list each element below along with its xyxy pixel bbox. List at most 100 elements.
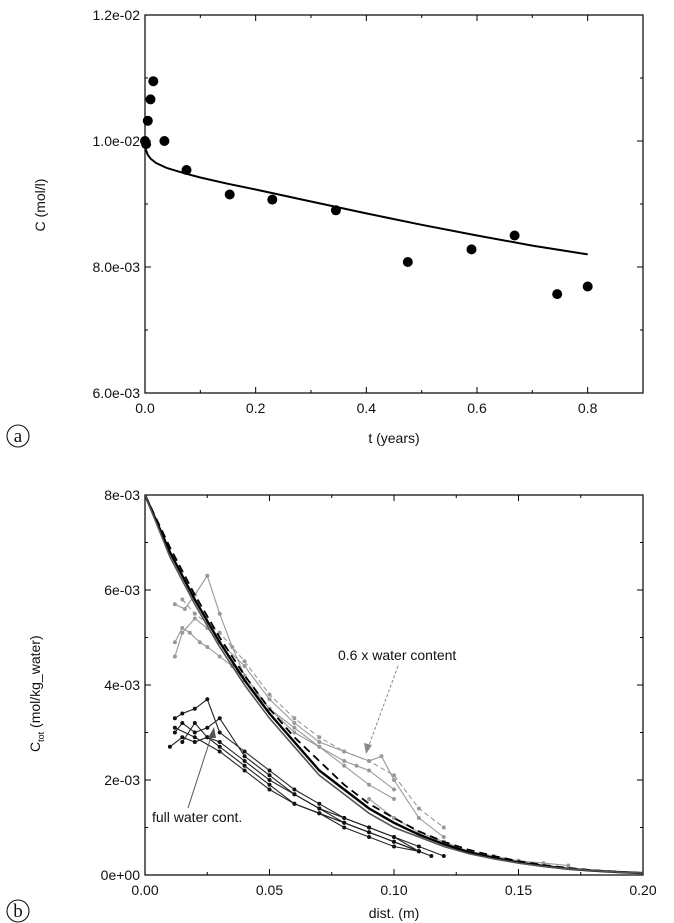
data-marker [292,792,297,797]
panel-b-chart: 0.00 0.05 0.10 0.15 0.20 0e+00 2e-03 4e-03 6e-03… [6,487,657,923]
y-tick-label: 4e-03 [104,677,140,693]
data-marker [242,754,247,759]
data-gray-dashed-line [181,599,445,828]
panel-a-ticks: 0.0 0.2 0.4 0.6 0.8 6.0e-03 8.0e-03 1.0e-02 1.2e… [93,7,644,416]
data-marker [217,730,222,735]
data-marker [292,716,297,721]
data-marker [267,773,272,778]
model-dashed-line [144,494,644,874]
data-marker [392,839,396,844]
y-tick-label: 0e+00 [101,867,141,883]
data-marker [205,735,210,740]
data-marker [441,854,446,858]
annotation-full-water: full water cont. [152,809,242,825]
data-marker [167,744,172,749]
annotation-reduced-water: 0.6 x water content [338,647,456,663]
y-tick-label: 1.2e-02 [93,7,141,23]
data-marker [342,763,347,768]
data-marker [180,597,185,602]
data-marker [392,787,396,792]
data-marker [317,735,322,740]
y-tick-label: 8e-03 [104,487,140,503]
x-tick-label: 0.00 [131,882,158,898]
x-tick-label: 0.4 [357,400,377,416]
y-tick-label: 2e-03 [104,772,140,788]
data-marker [197,640,202,645]
data-marker [217,740,222,744]
data-marker [566,863,571,868]
data-marker [242,659,247,664]
data-marker [172,602,177,607]
data-marker [192,740,197,744]
panel-b-label: b [13,901,23,922]
data-marker [267,692,272,697]
data-marker [172,654,177,659]
data-marker [392,835,396,839]
data-marker [205,573,210,578]
data-marker [217,611,222,616]
panel-a-label-circle [6,424,30,448]
data-marker [342,759,347,763]
data-marker [205,725,210,730]
data-marker [217,744,222,749]
data-point [159,136,170,146]
data-marker [267,697,272,702]
data-marker [267,782,272,787]
panel-b-x-axis-label: dist. (m) [369,905,420,921]
panel-b-ticks: 0.00 0.05 0.10 0.15 0.20 0e+00 2e-03 4e-03 6e-03… [101,487,657,898]
data-marker [242,768,247,773]
data-marker [180,735,185,740]
model-gray-line [144,494,644,874]
panel-b-data-lines [167,573,571,868]
data-black-line [174,698,420,852]
data-marker [242,749,247,754]
data-marker [267,768,272,773]
data-marker [172,730,177,735]
data-marker [342,816,347,820]
data-marker [354,763,359,768]
x-tick-label: 0.15 [505,882,532,898]
data-marker [192,730,197,735]
data-marker [292,725,297,730]
arrow-reduced-water [367,665,399,749]
data-marker [541,861,546,866]
data-marker [292,721,297,725]
data-marker [342,820,347,825]
data-point [552,289,563,300]
data-marker [429,854,434,858]
data-marker [217,654,222,659]
data-marker [180,711,185,716]
panel-a-chart: 0.0 0.2 0.4 0.6 0.8 6.0e-03 8.0e-03 1.0e-02 1.2e… [6,7,644,448]
x-tick-label: 0.8 [578,400,598,416]
data-marker [317,806,322,811]
data-marker [205,645,210,649]
data-marker [416,849,421,854]
panel-a-plot-frame [144,14,644,394]
data-marker [392,773,396,778]
panel-b-y-axis-label: Ctot (mol/kg_water) [27,635,46,752]
data-marker [242,759,247,763]
y-tick-label: 6.0e-03 [93,385,141,401]
x-tick-label: 0.05 [256,882,283,898]
data-marker [292,787,297,792]
data-point [141,139,152,150]
data-point [145,94,156,105]
data-marker [182,607,187,611]
data-marker [342,825,347,830]
data-marker [180,740,185,744]
data-point [224,189,235,200]
data-marker [342,749,347,754]
data-marker [217,749,222,754]
data-marker [192,616,197,621]
panel-a-x-axis-label: t (years) [368,430,419,446]
data-marker [416,844,421,849]
arrow-full-water [187,733,213,809]
data-marker [172,725,177,730]
data-marker [317,744,322,749]
data-gray-line [368,798,569,867]
y-tick-label: 6e-03 [104,582,140,598]
data-point [330,205,341,216]
data-marker [367,825,372,830]
data-marker [367,835,372,839]
x-tick-label: 0.20 [629,882,656,898]
